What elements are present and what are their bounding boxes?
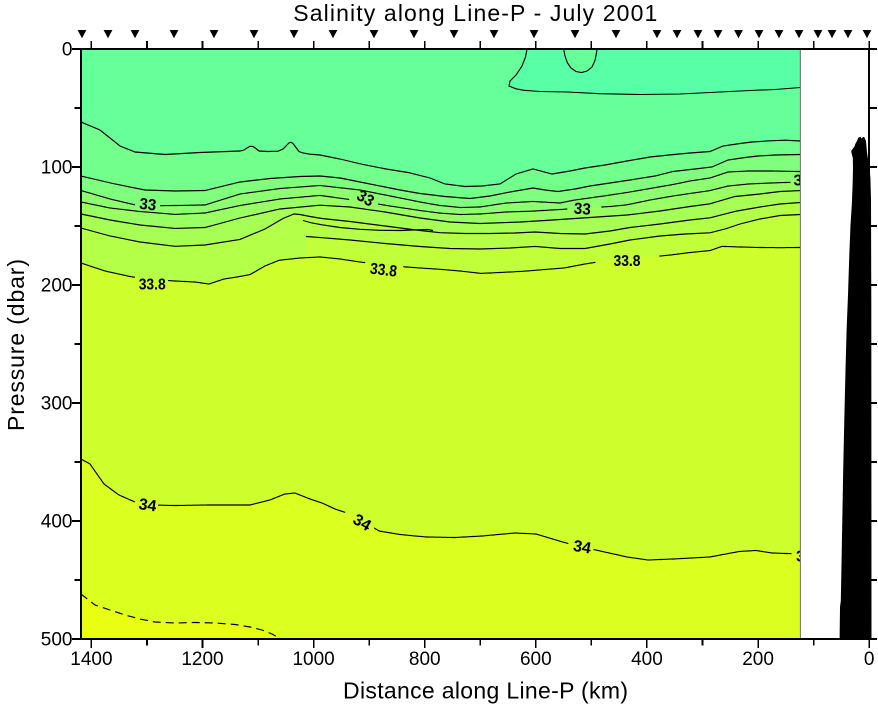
svg-text:1200: 1200 — [181, 649, 223, 670]
svg-text:34: 34 — [350, 511, 374, 535]
svg-text:Distance along Line-P (km): Distance along Line-P (km) — [343, 677, 628, 703]
svg-text:Salinity along Line-P - July 2: Salinity along Line-P - July 2001 — [293, 0, 657, 26]
svg-text:500: 500 — [41, 630, 73, 651]
svg-text:3: 3 — [794, 173, 803, 190]
svg-text:800: 800 — [409, 649, 441, 670]
svg-text:3: 3 — [796, 549, 805, 566]
svg-text:200: 200 — [742, 649, 774, 670]
svg-text:300: 300 — [41, 394, 73, 415]
svg-text:400: 400 — [631, 649, 663, 670]
svg-text:Pressure (dbar): Pressure (dbar) — [3, 259, 29, 431]
svg-text:33: 33 — [573, 201, 591, 219]
svg-text:33: 33 — [138, 196, 157, 215]
svg-text:33.8: 33.8 — [369, 261, 398, 281]
svg-text:100: 100 — [41, 158, 73, 179]
svg-text:34: 34 — [572, 538, 593, 558]
svg-text:34: 34 — [138, 496, 158, 515]
svg-text:0: 0 — [864, 649, 875, 670]
svg-text:200: 200 — [41, 276, 73, 297]
svg-text:600: 600 — [520, 649, 552, 670]
svg-text:33.8: 33.8 — [139, 276, 166, 293]
svg-text:33: 33 — [354, 187, 377, 210]
svg-text:1000: 1000 — [292, 649, 334, 670]
svg-text:33.8: 33.8 — [614, 253, 641, 270]
svg-text:1400: 1400 — [70, 649, 112, 670]
svg-text:400: 400 — [41, 512, 73, 533]
svg-text:0: 0 — [62, 40, 73, 61]
